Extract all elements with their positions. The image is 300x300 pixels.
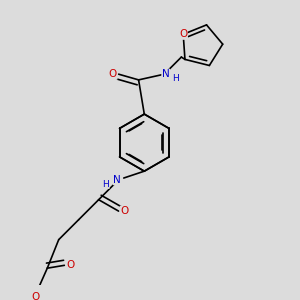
Text: N: N	[162, 69, 170, 79]
Text: H: H	[172, 74, 179, 83]
Text: O: O	[120, 206, 128, 216]
Text: H: H	[102, 179, 109, 188]
Text: O: O	[32, 292, 40, 300]
Text: O: O	[66, 260, 74, 270]
Text: O: O	[109, 69, 117, 79]
Text: O: O	[179, 29, 187, 39]
Text: N: N	[113, 175, 121, 185]
